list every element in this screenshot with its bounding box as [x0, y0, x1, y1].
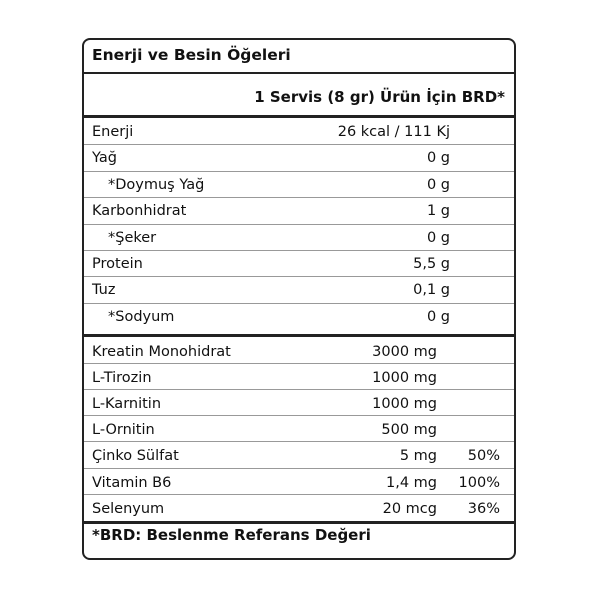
table-frame	[82, 38, 516, 560]
row-amount: 20 mcg	[382, 500, 437, 517]
row-label: Yağ	[92, 150, 117, 167]
row-value: 0 g	[426, 229, 450, 246]
row-label: L-Tirozin	[92, 370, 152, 387]
row-value: 0,1 g	[413, 282, 450, 299]
row-divider	[84, 493, 514, 495]
row-divider	[84, 389, 514, 391]
row-divider	[84, 467, 514, 469]
row-divider	[84, 415, 514, 417]
row-amount: 1000 mg	[372, 396, 437, 413]
row-label: *Şeker	[108, 229, 157, 246]
row-label: Enerji	[92, 124, 134, 140]
row-divider	[84, 170, 514, 172]
row-value: 0 g	[426, 176, 450, 193]
row-amount: 3000 mg	[372, 344, 437, 360]
row-amount: 5 mg	[399, 448, 437, 465]
row-amount: 500 mg	[381, 422, 437, 439]
row-brd: 100%	[458, 474, 500, 491]
row-value: 1 g	[426, 203, 450, 220]
row-label: Çinko Sülfat	[92, 448, 179, 465]
row-label: L-Karnitin	[92, 396, 162, 413]
row-label: Vitamin B6	[92, 474, 172, 491]
footer-note: *BRD: Beslenme Referans Değeri	[92, 526, 371, 544]
row-amount: 1000 mg	[372, 370, 437, 387]
table-title: Enerji ve Besin Öğeleri	[92, 46, 291, 64]
row-label: Kreatin Monohidrat	[92, 344, 231, 360]
row-label: Karbonhidrat	[92, 203, 187, 220]
divider	[84, 72, 514, 74]
row-label: L-Ornitin	[92, 422, 155, 439]
row-label: Selenyum	[92, 500, 165, 517]
row-divider	[84, 223, 514, 225]
row-label: Tuz	[92, 282, 116, 299]
row-label: *Doymuş Yağ	[108, 176, 205, 193]
row-value: 5,5 g	[413, 256, 450, 272]
row-brd: 50%	[467, 448, 500, 465]
divider	[84, 115, 514, 118]
row-divider	[84, 250, 514, 251]
row-value: 0 g	[426, 308, 450, 325]
row-divider	[84, 276, 514, 278]
row-label: *Sodyum	[108, 308, 175, 325]
row-value: 0 g	[426, 150, 450, 167]
row-value: 26 kcal / 111 Kj	[337, 124, 450, 140]
row-divider	[84, 363, 514, 365]
row-label: Protein	[92, 256, 143, 272]
row-divider	[84, 302, 514, 304]
row-divider	[84, 144, 514, 146]
row-divider	[84, 197, 514, 199]
divider	[84, 521, 514, 524]
row-divider	[84, 441, 514, 443]
divider	[84, 334, 514, 337]
row-amount: 1,4 mg	[386, 474, 437, 491]
table-header: 1 Servis (8 gr) Ürün İçin BRD*	[254, 88, 505, 106]
row-brd: 36%	[467, 500, 500, 517]
